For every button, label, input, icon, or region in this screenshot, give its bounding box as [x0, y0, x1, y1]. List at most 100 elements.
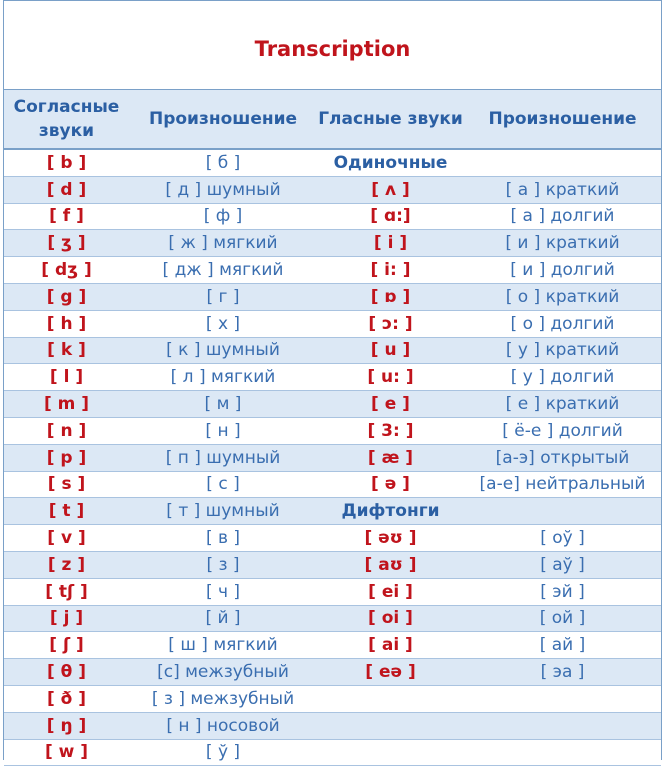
consonant-pronunciation: [ д ] шумный: [129, 176, 317, 204]
vowel-symbol: [ i ]: [317, 229, 464, 258]
vowel-pronunciation: [ о ] долгий: [464, 310, 661, 338]
vowel-symbol: [ ai ]: [317, 631, 464, 660]
vowel-pronunciation: [ а ] долгий: [464, 203, 661, 231]
consonant-symbol: [ p ]: [4, 444, 129, 472]
consonant-pronunciation: [ в ]: [129, 524, 317, 552]
consonant-pronunciation: [ п ] шумный: [129, 444, 317, 472]
table-row: [ g ][ г ][ ɒ ][ о ] краткий: [4, 283, 661, 311]
table-body: [ b ][ б ] Одиночные[ d ][ д ] шумный[ ʌ …: [4, 149, 661, 766]
transcription-table: Согласные звуки Произношение Гласные зву…: [4, 90, 661, 766]
consonant-pronunciation: [ б ]: [129, 149, 317, 177]
table-row: [ ŋ ][ н ] носовой: [4, 712, 661, 740]
vowel-pronunciation: [а-е] нейтральный: [464, 471, 661, 499]
table-row: [ p ][ п ] шумный[ æ ] [а-э] открытый: [4, 444, 661, 472]
vowel-pronunciation: [ у ] долгий: [464, 363, 661, 392]
table-row: [ θ ] [с] межзубный[ eə ][ эа ]: [4, 658, 661, 686]
table-row: [ m ][ м ][ e ][ е ] краткий: [4, 390, 661, 418]
vowel-symbol: [ 3: ]: [317, 417, 464, 445]
consonant-symbol: [ v ]: [4, 524, 129, 552]
vowel-pronunciation: [ и ] краткий: [464, 229, 661, 258]
vowel-pronunciation: [ эй ]: [464, 578, 661, 606]
consonant-pronunciation: [ ч ]: [129, 578, 317, 606]
vowel-symbol: [ u: ]: [317, 363, 464, 392]
vowel-symbol: [ u ]: [317, 337, 464, 365]
vowel-symbol: [ oi ]: [317, 605, 464, 633]
header-vowels: Гласные звуки: [317, 90, 464, 150]
vowel-pronunciation: [ и ] долгий: [464, 256, 661, 284]
table-row: [ ʒ ][ ж ] мягкий[ i ][ и ] краткий: [4, 229, 661, 258]
consonant-pronunciation: [ ф ]: [129, 203, 317, 231]
vowel-pronunciation: [ оў ]: [464, 524, 661, 552]
vowel-pronunciation: [ у ] краткий: [464, 337, 661, 365]
consonant-symbol: [ f ]: [4, 203, 129, 231]
consonant-pronunciation: [ х ]: [129, 310, 317, 338]
header-pronunciation-vowels: Произношение: [464, 90, 661, 150]
vowel-symbol: [ ɒ ]: [317, 283, 464, 311]
table-row: [ d ][ д ] шумный[ ʌ ][ а ] краткий: [4, 176, 661, 204]
consonant-pronunciation: [ н ]: [129, 417, 317, 445]
consonant-symbol: [ ʃ ]: [4, 631, 129, 660]
consonant-pronunciation: [ с ]: [129, 471, 317, 499]
consonant-symbol: [ h ]: [4, 310, 129, 338]
vowel-pronunciation: [ ой ]: [464, 605, 661, 633]
vowel-symbol: [317, 712, 464, 740]
page-title: Transcription: [254, 37, 411, 61]
table-row: [ ʃ ][ ш ] мягкий[ ai ][ ай ]: [4, 631, 661, 660]
vowel-pronunciation: [ е ] краткий: [464, 390, 661, 418]
table-row: [ v ][ в ][ əʊ ][ оў ]: [4, 524, 661, 552]
vowel-pronunciation: [ а ] краткий: [464, 176, 661, 204]
vowel-symbol: [317, 685, 464, 713]
vowel-pronunciation: [ о ] краткий: [464, 283, 661, 311]
consonant-symbol: [ z ]: [4, 551, 129, 579]
table-row: [ h ][ х ][ ɔ: ][ о ] долгий: [4, 310, 661, 338]
transcription-table-frame: Transcription Согласные звуки Произношен…: [3, 0, 662, 766]
consonant-pronunciation: [ л ] мягкий: [129, 363, 317, 392]
vowel-symbol: [ ʌ ]: [317, 176, 464, 204]
consonant-pronunciation: [ ш ] мягкий: [129, 631, 317, 660]
consonant-symbol: [ s ]: [4, 471, 129, 499]
table-row: [ k ][ к ] шумный[ u ][ у ] краткий: [4, 337, 661, 365]
vowel-symbol: [ ɑ:]: [317, 203, 464, 231]
table-row: [ f ][ ф ][ ɑ:][ а ] долгий: [4, 203, 661, 231]
table-row: [ t ][ т ] шумный Дифтонги: [4, 497, 661, 526]
table-row: [ z ][ з ][ aʊ ][ аў ]: [4, 551, 661, 579]
consonant-symbol: [ k ]: [4, 337, 129, 365]
vowel-symbol: [ ei ]: [317, 578, 464, 606]
consonant-pronunciation: [ г ]: [129, 283, 317, 311]
vowel-pronunciation: [464, 149, 661, 177]
consonant-symbol: [ ŋ ]: [4, 712, 129, 740]
vowel-symbol: [ eə ]: [317, 658, 464, 686]
consonant-symbol: [ ð ]: [4, 685, 129, 713]
header-row: Согласные звуки Произношение Гласные зву…: [4, 90, 661, 150]
title-area: Transcription: [4, 1, 661, 90]
consonant-symbol: [ l ]: [4, 363, 129, 392]
vowel-pronunciation: [ ё-е ] долгий: [464, 417, 661, 445]
consonant-pronunciation: [ з ]: [129, 551, 317, 579]
vowel-pronunciation: [ аў ]: [464, 551, 661, 579]
table-row: [ ð ][ з ] межзубный: [4, 685, 661, 713]
header-pronunciation-consonants: Произношение: [129, 90, 317, 150]
consonant-symbol: [ n ]: [4, 417, 129, 445]
consonant-symbol: [ d ]: [4, 176, 129, 204]
table-row: [ s ][ с ][ ə ] [а-е] нейтральный: [4, 471, 661, 499]
vowel-pronunciation: [ эа ]: [464, 658, 661, 686]
consonant-pronunciation: [ ж ] мягкий: [129, 229, 317, 258]
consonant-pronunciation: [ дж ] мягкий: [129, 256, 317, 284]
vowel-pronunciation: [а-э] открытый: [464, 444, 661, 472]
consonant-pronunciation: [ м ]: [129, 390, 317, 418]
consonant-symbol: [ j ]: [4, 605, 129, 633]
consonant-pronunciation: [ н ] носовой: [129, 712, 317, 740]
vowel-symbol: [ ɔ: ]: [317, 310, 464, 338]
consonant-symbol: [ tʃ ]: [4, 578, 129, 606]
consonant-symbol: [ m ]: [4, 390, 129, 418]
header-consonants: Согласные звуки: [4, 90, 129, 150]
vowel-symbol: [ i: ]: [317, 256, 464, 284]
consonant-symbol: [ dʒ ]: [4, 256, 129, 284]
table-row: [ n ][ н ][ 3: ][ ё-е ] долгий: [4, 417, 661, 445]
vowel-symbol: [ aʊ ]: [317, 551, 464, 579]
consonant-pronunciation: [ й ]: [129, 605, 317, 633]
consonant-symbol: [ g ]: [4, 283, 129, 311]
vowel-section-label: Одиночные: [317, 149, 464, 177]
vowel-pronunciation: [464, 497, 661, 526]
vowel-pronunciation: [ ай ]: [464, 631, 661, 660]
